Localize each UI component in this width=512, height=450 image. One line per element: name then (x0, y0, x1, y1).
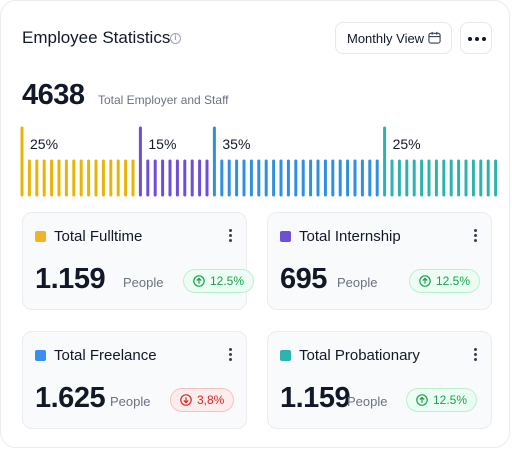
segment-percent-label: 15% (148, 136, 177, 152)
change-value: 12.5% (433, 393, 468, 407)
kebab-menu-icon[interactable] (473, 228, 477, 244)
monthly-view-button[interactable]: Monthly View (335, 22, 452, 54)
internship-color-swatch (280, 231, 291, 242)
calendar-icon (428, 31, 441, 44)
change-value: 3,8% (197, 393, 225, 407)
total-label: Total Employer and Staff (98, 93, 229, 107)
arrow-up-circle-icon (419, 275, 431, 287)
stat-card-probationary[interactable]: Total Probationary 1.159 People 12.5% (267, 331, 492, 429)
kebab-menu-icon[interactable] (228, 228, 232, 244)
change-value: 12.5% (436, 274, 471, 288)
stat-name: Total Probationary (299, 347, 420, 364)
stat-card-freelance[interactable]: Total Freelance 1.625 People 3,8% (22, 331, 247, 429)
total-count: 4638 (22, 79, 85, 111)
stat-unit: People (337, 275, 378, 290)
change-badge: 12.5% (409, 269, 481, 293)
probationary-color-swatch (280, 350, 291, 361)
card-title: Employee Statistics (22, 28, 171, 47)
stat-value: 1.159 (35, 263, 106, 295)
kebab-menu-icon[interactable] (228, 347, 232, 363)
kebab-menu-icon[interactable] (473, 347, 477, 363)
segment-percent-label: 35% (222, 136, 251, 152)
segment-percent-label: 25% (30, 136, 59, 152)
distribution-bar-chart (20, 126, 498, 197)
change-badge: 3,8% (170, 388, 235, 412)
arrow-down-circle-icon (180, 394, 192, 406)
change-badge: 12.5% (183, 269, 255, 293)
view-button-label: Monthly View (347, 31, 425, 46)
stat-unit: People (347, 394, 388, 409)
stat-value: 1.159 (280, 382, 351, 414)
stat-name: Total Fulltime (54, 228, 143, 245)
stat-name: Total Internship (299, 228, 401, 245)
fulltime-color-swatch (35, 231, 46, 242)
stat-unit: People (123, 275, 164, 290)
stat-value: 1.625 (35, 382, 106, 414)
segment-percent-label: 25% (392, 136, 421, 152)
stat-unit: People (110, 394, 151, 409)
arrow-up-circle-icon (416, 394, 428, 406)
change-value: 12.5% (210, 274, 245, 288)
arrow-up-circle-icon (193, 275, 205, 287)
stat-card-fulltime[interactable]: Total Fulltime 1.159 People 12.5% (22, 212, 255, 310)
change-badge: 12.5% (406, 388, 478, 412)
info-icon[interactable]: i (170, 33, 181, 44)
stat-value: 695 (280, 263, 327, 295)
freelance-color-swatch (35, 350, 46, 361)
stat-name: Total Freelance (54, 347, 157, 364)
stat-card-internship[interactable]: Total Internship 695 People 12.5% (267, 212, 492, 310)
more-options-button[interactable] (460, 22, 492, 54)
more-dots-icon (468, 37, 472, 41)
